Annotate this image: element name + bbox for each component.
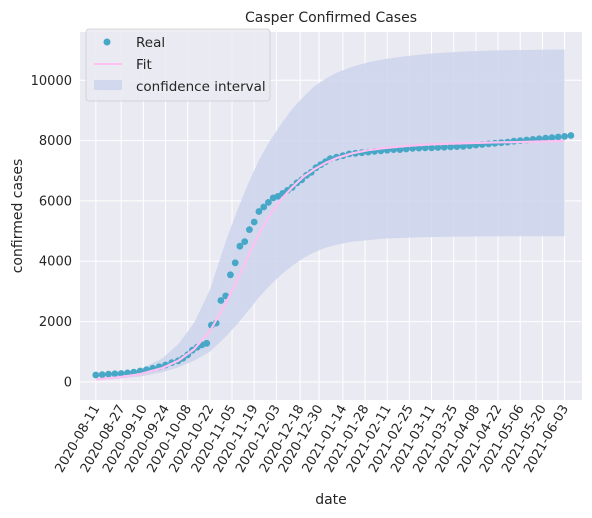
y-axis-label: confirmed cases (10, 159, 26, 274)
real-point (241, 238, 249, 246)
real-point (236, 242, 244, 250)
legend-real-marker (103, 38, 111, 46)
real-point (231, 259, 239, 267)
real-point (428, 144, 435, 152)
real-point (561, 133, 568, 140)
real-point (111, 370, 119, 378)
legend-real-label: Real (136, 35, 165, 51)
y-axis-ticks: 0 2000 4000 6000 8000 10000 (31, 74, 72, 391)
y-tick-label: 6000 (39, 194, 72, 209)
y-tick-label: 2000 (39, 315, 72, 330)
x-axis-ticks: 2020-08-112020-08-272020-09-102020-09-24… (53, 403, 573, 476)
real-point (255, 208, 263, 215)
real-point (421, 144, 429, 152)
legend-confidence-label: confidence interval (136, 79, 266, 95)
fit-line (95, 139, 565, 381)
real-point (415, 144, 423, 152)
real-point (402, 145, 410, 153)
chart-title: Casper Confirmed Cases (245, 10, 417, 26)
legend-fit-label: Fit (136, 57, 152, 73)
real-point (434, 144, 442, 151)
real-point (548, 134, 556, 142)
y-tick-label: 0 (64, 375, 72, 390)
real-point (117, 370, 125, 377)
real-point (542, 134, 549, 142)
real-point (396, 146, 404, 154)
confidence-band-area (95, 49, 565, 381)
real-point (459, 142, 467, 150)
y-tick-label: 4000 (39, 255, 72, 270)
real-point (447, 143, 454, 151)
real-point (265, 199, 272, 206)
x-axis-label: date (315, 492, 347, 508)
legend-confidence-swatch (94, 80, 122, 90)
legend-frame (85, 28, 271, 102)
real-point (92, 371, 100, 379)
real-point (217, 297, 225, 304)
real-point (260, 203, 268, 211)
fit-series (95, 139, 565, 381)
real-point (554, 133, 562, 141)
real-point (203, 339, 211, 347)
legend: Real Fit confidence interval (85, 28, 271, 102)
real-point (440, 143, 448, 151)
y-tick-label: 8000 (39, 134, 72, 149)
y-tick-label: 10000 (31, 74, 72, 89)
real-point (246, 226, 253, 234)
real-point (567, 132, 575, 139)
real-point (227, 271, 234, 279)
real-point (453, 143, 461, 151)
real-point (250, 218, 258, 226)
real-point (124, 369, 131, 377)
real-point (98, 371, 106, 379)
real-point (105, 370, 112, 378)
confidence-band (95, 49, 565, 381)
